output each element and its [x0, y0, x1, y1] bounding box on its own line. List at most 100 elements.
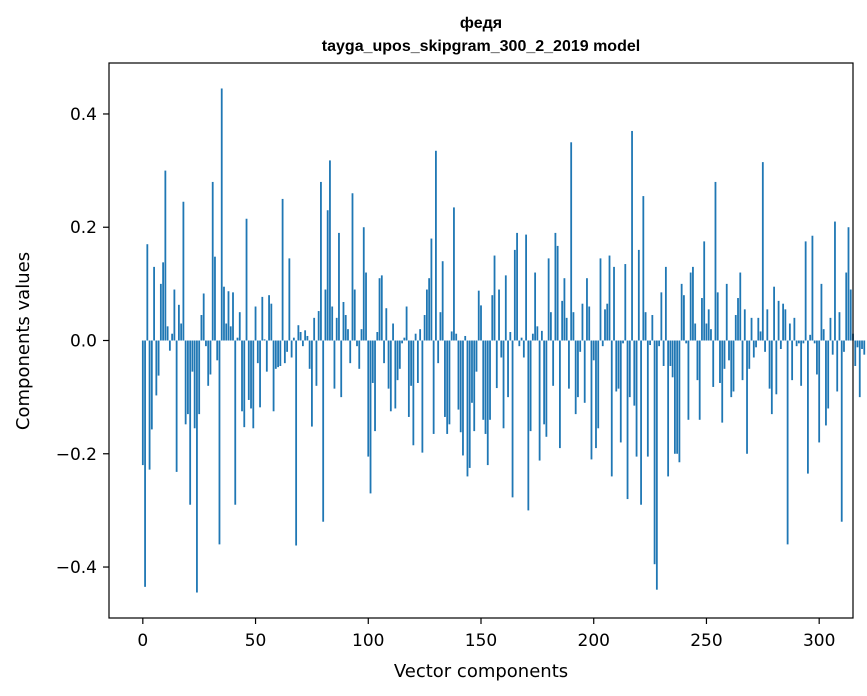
bar-259	[725, 283, 728, 341]
bar-286	[786, 340, 789, 545]
bar-283	[779, 340, 782, 349]
bar-311	[843, 340, 845, 352]
bar-96	[358, 340, 361, 369]
bar-10	[164, 170, 167, 341]
bar-233	[667, 340, 670, 477]
bar-197	[586, 278, 588, 341]
bar-1	[144, 340, 146, 587]
bar-237	[676, 340, 679, 454]
bar-58	[272, 340, 275, 412]
bar-118	[407, 340, 410, 417]
bar-253	[712, 340, 715, 387]
bar-115	[401, 340, 403, 344]
bar-135	[446, 340, 449, 434]
bar-51	[256, 340, 259, 364]
bar-308	[836, 340, 839, 392]
bar-0	[141, 340, 144, 466]
bar-110	[389, 340, 392, 412]
x-tick-label-200: 200	[578, 631, 610, 651]
bar-5	[153, 266, 155, 341]
bar-291	[797, 340, 800, 344]
bar-139	[455, 333, 458, 341]
bar-121	[414, 333, 417, 341]
bar-36	[223, 286, 225, 341]
bar-265	[739, 272, 742, 341]
bar-319	[861, 340, 863, 349]
bar-176	[538, 340, 541, 461]
bar-205	[604, 309, 606, 341]
bar-156	[493, 255, 496, 341]
bar-292	[800, 340, 803, 386]
bar-218	[633, 340, 636, 406]
bar-208	[610, 340, 613, 477]
bar-196	[583, 340, 586, 403]
bar-242	[687, 340, 690, 420]
x-tick-label-50: 50	[245, 631, 267, 651]
bar-103	[374, 340, 376, 432]
bar-305	[829, 317, 832, 341]
bar-216	[628, 340, 631, 398]
bar-119	[410, 340, 413, 386]
bar-67	[292, 337, 295, 341]
bar-54	[263, 339, 266, 341]
bar-271	[752, 340, 755, 358]
bar-131	[437, 340, 440, 364]
bar-161	[504, 275, 507, 341]
bar-126	[425, 289, 428, 341]
bar-251	[707, 309, 710, 341]
bar-206	[606, 303, 609, 341]
bar-181	[549, 312, 552, 341]
y-tick-label-3: 0.2	[70, 218, 97, 238]
bar-195	[581, 303, 584, 341]
bar-101	[369, 340, 372, 494]
bar-123	[419, 329, 422, 341]
bar-186	[561, 300, 564, 341]
bar-293	[802, 340, 805, 344]
bar-31	[211, 181, 214, 341]
bar-60	[277, 340, 279, 368]
x-tick-label-300: 300	[803, 631, 835, 651]
bar-213	[622, 340, 624, 344]
bar-149	[477, 290, 480, 341]
bar-148	[475, 340, 478, 372]
bar-143	[464, 335, 467, 341]
bar-163	[509, 332, 512, 341]
bar-188	[565, 317, 568, 341]
bar-217	[631, 130, 633, 341]
bar-190	[570, 142, 573, 341]
bar-288	[791, 340, 794, 381]
bar-272	[755, 340, 757, 348]
bar-238	[678, 340, 681, 463]
bar-307	[834, 221, 836, 341]
bar-142	[462, 340, 464, 456]
bar-234	[669, 340, 672, 366]
bar-313	[847, 227, 850, 341]
bar-278	[768, 340, 771, 389]
bar-207	[608, 255, 611, 341]
bar-256	[719, 340, 721, 383]
bar-191	[572, 312, 575, 341]
bar-89	[342, 301, 345, 341]
bar-85	[333, 340, 336, 389]
bar-91	[347, 329, 349, 341]
bar-28	[205, 340, 207, 347]
bar-318	[858, 340, 861, 398]
bar-274	[759, 331, 762, 341]
bar-50	[254, 306, 257, 341]
bar-63	[283, 340, 286, 364]
bar-series	[141, 88, 866, 593]
bar-183	[554, 232, 557, 341]
bar-20	[187, 340, 189, 415]
bar-262	[732, 340, 735, 392]
bar-236	[673, 340, 676, 454]
bar-98	[362, 227, 365, 341]
bar-261	[730, 340, 733, 398]
bar-229	[658, 340, 661, 347]
y-tick-label-0: −0.4	[56, 558, 97, 578]
bar-79	[320, 181, 322, 341]
bar-282	[777, 300, 780, 341]
bar-219	[635, 340, 638, 457]
bar-310	[840, 340, 843, 522]
bar-45	[243, 340, 246, 428]
